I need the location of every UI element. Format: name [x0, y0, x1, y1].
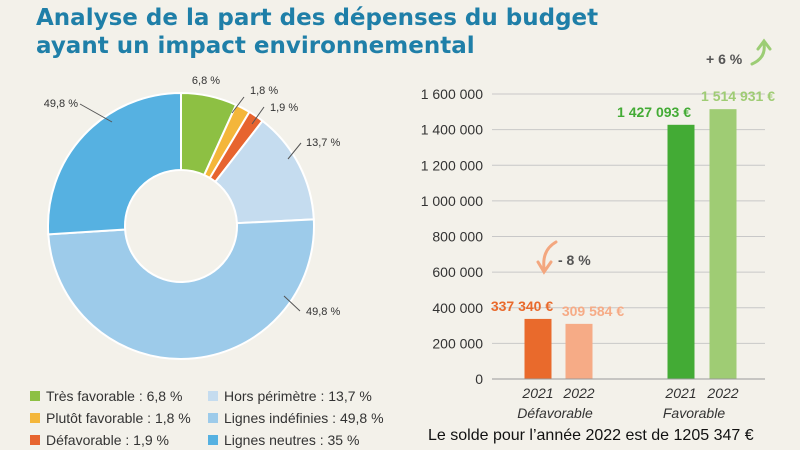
x-tick-label: 2021 — [521, 385, 553, 401]
legend-item-lignes-neutres: Lignes neutres : 35 % — [208, 430, 408, 450]
legend-label: Hors périmètre : 13,7 % — [224, 388, 372, 404]
trend-down-arrow-icon — [536, 240, 558, 275]
legend-swatch — [208, 391, 218, 401]
pie-leader-line — [79, 103, 113, 123]
legend-label: Défavorable : 1,9 % — [46, 432, 169, 448]
bar-data-label: 1 514 931 € — [701, 88, 775, 104]
bar-defavorable-2021 — [524, 318, 552, 379]
y-tick-label: 200 000 — [432, 335, 483, 351]
arrow-shaft — [542, 240, 558, 270]
pie-leader-line — [287, 142, 302, 160]
group-label: Défavorable — [517, 405, 593, 421]
bar-defavorable-2022 — [565, 323, 593, 379]
chart-title-line-1: Analyse de la part des dépenses du budge… — [36, 5, 599, 31]
change-label-favorable: + 6 % — [706, 51, 743, 67]
trend-up-arrow-icon — [750, 38, 772, 66]
bar-data-label: 337 340 € — [491, 298, 553, 314]
legend-item-defavorable: Défavorable : 1,9 % — [30, 430, 208, 450]
y-tick-label: 600 000 — [432, 264, 483, 280]
pie-data-label: 1,8 % — [250, 85, 278, 97]
legend-label: Lignes neutres : 35 % — [224, 432, 360, 448]
bar-data-label: 1 427 093 € — [617, 104, 691, 120]
y-tick-label: 1 400 000 — [421, 122, 483, 138]
pie-data-label: 49,8 % — [306, 306, 340, 318]
y-tick-label: 1 200 000 — [421, 157, 483, 173]
bar-favorable-2021 — [667, 124, 695, 379]
y-tick-label: 400 000 — [432, 300, 483, 316]
pie-leader-line — [283, 295, 301, 312]
pie-slice-lignes-indefinies — [47, 218, 315, 360]
pie-legend: Très favorable : 6,8 % Hors périmètre : 1… — [30, 386, 408, 450]
bar-favorable-2022 — [709, 109, 737, 379]
y-tick-label: 0 — [475, 371, 483, 387]
pie-data-label: 49,8 % — [44, 98, 78, 110]
legend-item-plutot-favorable: Plutôt favorable : 1,8 % — [30, 408, 208, 428]
bar-chart: 0 200 000 400 000 600 000 800 000 1 000 000 1 … — [421, 38, 775, 421]
legend-swatch — [30, 413, 40, 423]
y-tick-label: 800 000 — [432, 229, 483, 245]
pie-leader-line — [231, 96, 245, 114]
x-tick-label: 2021 — [664, 385, 696, 401]
arrow-head — [536, 260, 553, 275]
chart-title: Analyse de la part des dépenses du budge… — [36, 4, 598, 60]
pie-data-label: 13,7 % — [306, 137, 340, 149]
y-tick-label: 1 000 000 — [421, 193, 483, 209]
legend-swatch — [208, 413, 218, 423]
legend-label: Lignes indéfinies : 49,8 % — [224, 410, 384, 426]
legend-item-hors-perimetre: Hors périmètre : 13,7 % — [208, 386, 408, 406]
pie-leader-line — [251, 106, 265, 125]
y-tick-label: 1 600 000 — [421, 86, 483, 102]
pie-data-label: 1,9 % — [270, 102, 298, 114]
legend-label: Plutôt favorable : 1,8 % — [46, 410, 191, 426]
arrow-shaft — [750, 42, 766, 66]
x-tick-label: 2022 — [562, 385, 594, 401]
legend-item-lignes-indefinies: Lignes indéfinies : 49,8 % — [208, 408, 408, 428]
chart-title-line-2: ayant un impact environnemental — [36, 33, 475, 59]
legend-item-tres-favorable: Très favorable : 6,8 % — [30, 386, 208, 406]
bar-data-label: 309 584 € — [562, 303, 624, 319]
footnote: Le solde pour l’année 2022 est de 1205 3… — [428, 427, 754, 444]
pie-data-label: 6,8 % — [192, 75, 220, 87]
legend-swatch — [208, 435, 218, 445]
legend-swatch — [30, 391, 40, 401]
change-label-defavorable: - 8 % — [558, 252, 591, 268]
pie-slice-lignes-neutres — [47, 91, 182, 236]
donut-chart: 6,8 % 1,8 % 1,9 % 13,7 % 49,8 % 49,8 % — [44, 75, 340, 360]
legend-label: Très favorable : 6,8 % — [46, 388, 183, 404]
x-tick-label: 2022 — [706, 385, 738, 401]
arrow-head — [756, 38, 772, 51]
legend-swatch — [30, 435, 40, 445]
group-label: Favorable — [663, 405, 725, 421]
